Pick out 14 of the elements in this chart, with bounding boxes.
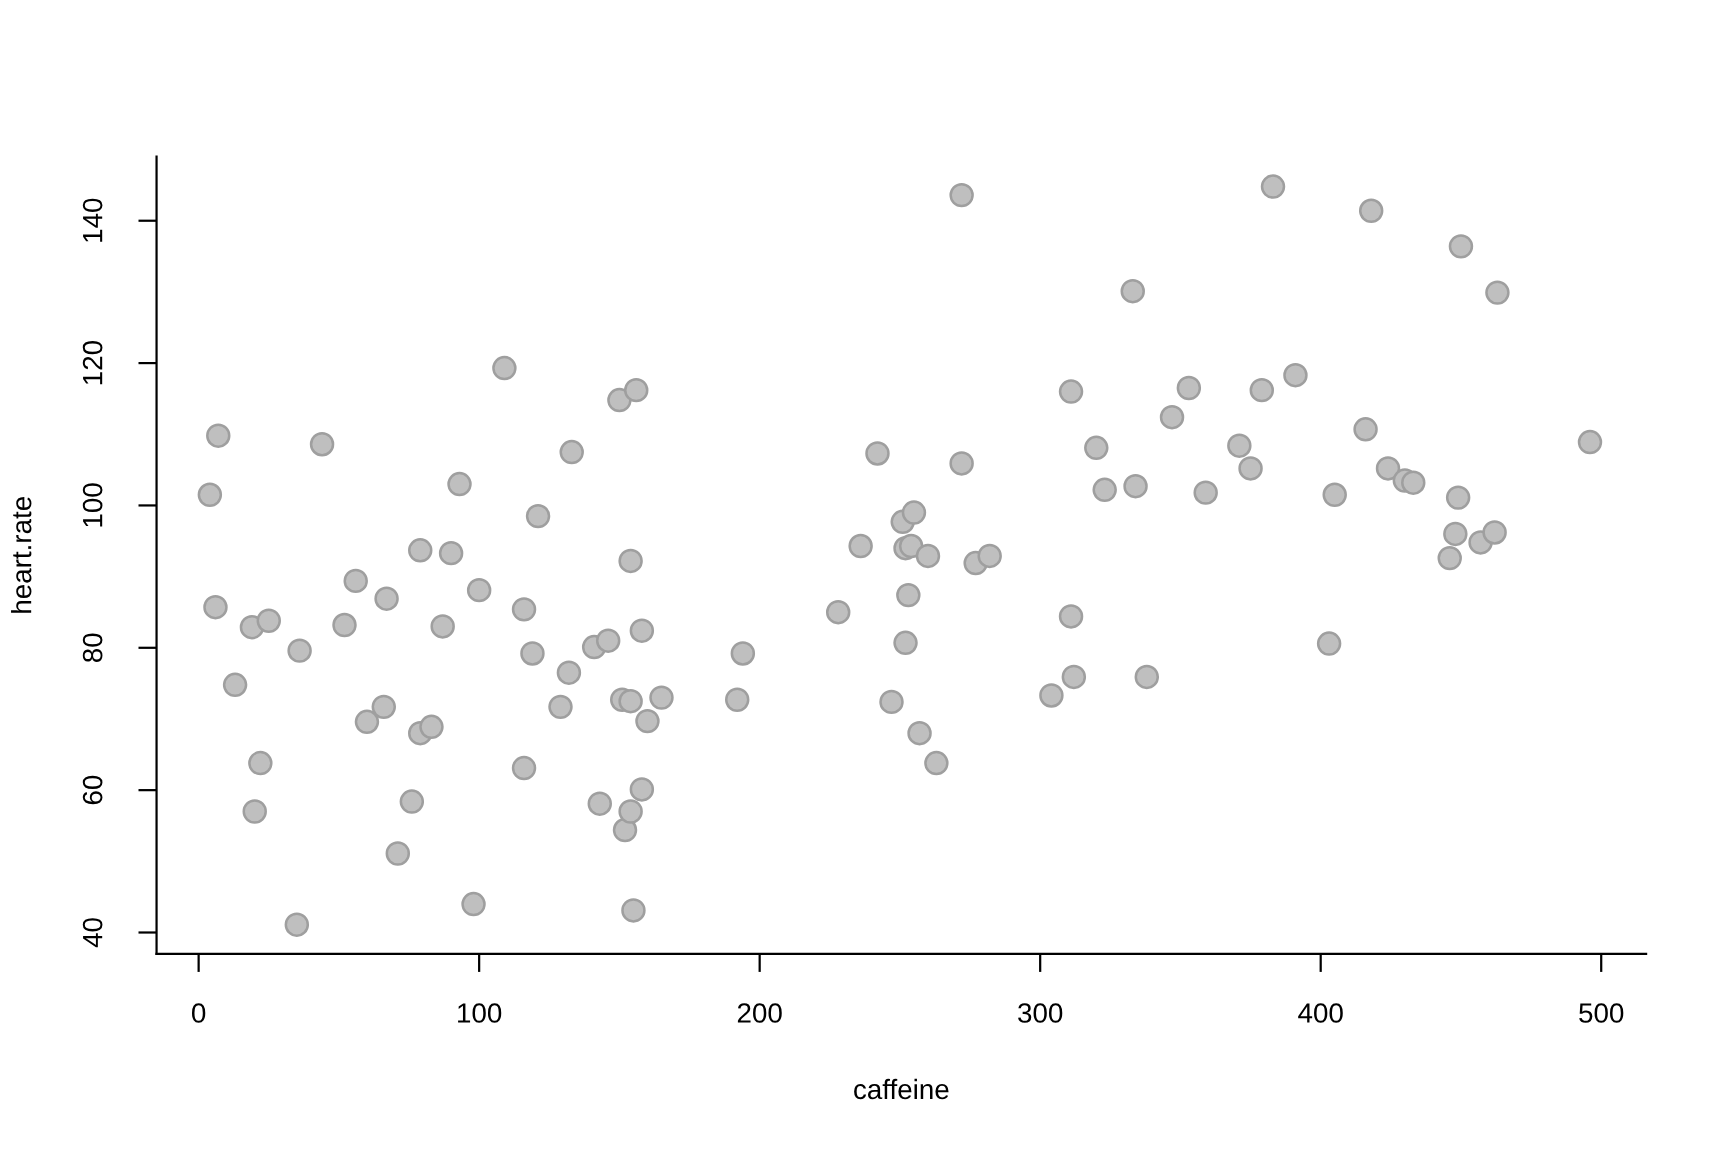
y-tick-label: 100	[82, 483, 103, 527]
x-tick-label: 100	[458, 1003, 502, 1023]
y-tick-label: 120	[82, 341, 103, 385]
y-tick-label: 80	[82, 633, 103, 663]
y-tick-label: 40	[82, 918, 103, 948]
x-axis-title: caffeine	[854, 1078, 949, 1100]
y-tick-label: 60	[82, 775, 103, 805]
x-tick-label: 500	[1579, 1003, 1624, 1023]
y-axis-title: heart.rate	[11, 497, 32, 613]
x-tick-label: 0	[192, 1003, 206, 1023]
x-tick-label: 400	[1298, 1003, 1343, 1023]
x-tick-label: 200	[737, 1003, 782, 1023]
y-tick-label: 140	[82, 198, 103, 242]
x-tick-label: 300	[1018, 1003, 1063, 1023]
